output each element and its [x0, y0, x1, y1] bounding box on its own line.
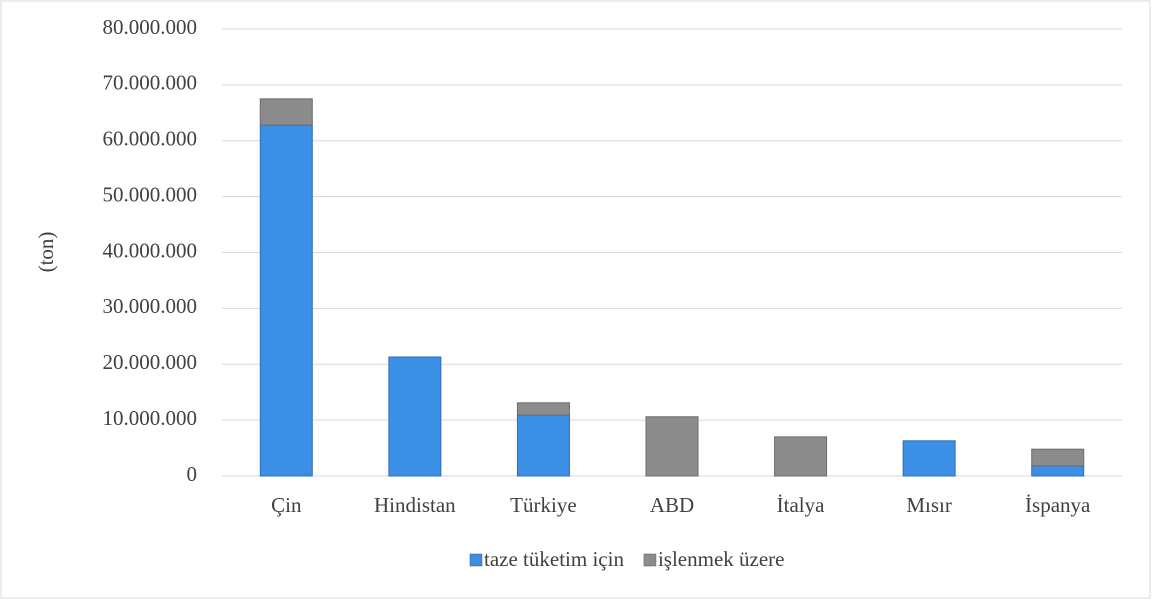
bar-segment	[388, 356, 442, 477]
legend-swatch	[643, 553, 657, 567]
x-tick-label: Hindistan	[374, 493, 456, 517]
y-tick-label: 10.000.000	[103, 406, 198, 430]
x-tick-label: Çin	[271, 493, 302, 517]
bar-segment	[1031, 465, 1085, 477]
y-tick-label: 80.000.000	[103, 15, 198, 39]
bar-segment	[774, 436, 828, 477]
bar-segment	[1031, 448, 1085, 467]
y-axis-label: (ton)	[34, 232, 58, 273]
x-tick-label: Mısır	[906, 493, 952, 517]
y-tick-label: 60.000.000	[103, 127, 198, 151]
y-tick-label: 50.000.000	[103, 182, 198, 206]
bar-segment	[516, 414, 570, 477]
legend-label: işlenmek üzere	[658, 547, 785, 571]
y-tick-label: 40.000.000	[103, 238, 198, 262]
y-tick-label: 70.000.000	[103, 71, 198, 95]
bar-segment	[902, 440, 956, 477]
bar-segment	[516, 402, 570, 416]
bar-segment	[259, 124, 313, 477]
x-tick-label: İspanya	[1025, 493, 1091, 517]
y-tick-label: 0	[187, 462, 198, 486]
x-tick-label: Türkiye	[510, 493, 576, 517]
x-tick-label: ABD	[650, 493, 694, 517]
bar-segment	[645, 416, 699, 477]
legend-label: taze tüketim için	[484, 547, 624, 571]
x-tick-label: İtalya	[777, 493, 825, 517]
y-tick-label: 30.000.000	[103, 294, 198, 318]
legend-swatch	[469, 553, 483, 567]
y-tick-label: 20.000.000	[103, 350, 198, 374]
bar-segment	[259, 98, 313, 126]
